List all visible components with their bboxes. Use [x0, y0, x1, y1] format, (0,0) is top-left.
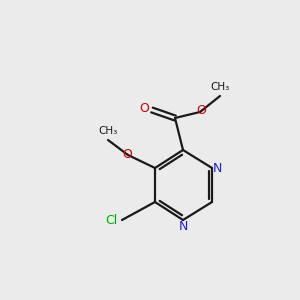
- Text: Cl: Cl: [105, 214, 117, 226]
- Text: N: N: [212, 161, 222, 175]
- Text: N: N: [178, 220, 188, 233]
- Text: O: O: [139, 101, 149, 115]
- Text: CH₃: CH₃: [98, 126, 118, 136]
- Text: O: O: [196, 104, 206, 118]
- Text: CH₃: CH₃: [210, 82, 230, 92]
- Text: O: O: [122, 148, 132, 160]
